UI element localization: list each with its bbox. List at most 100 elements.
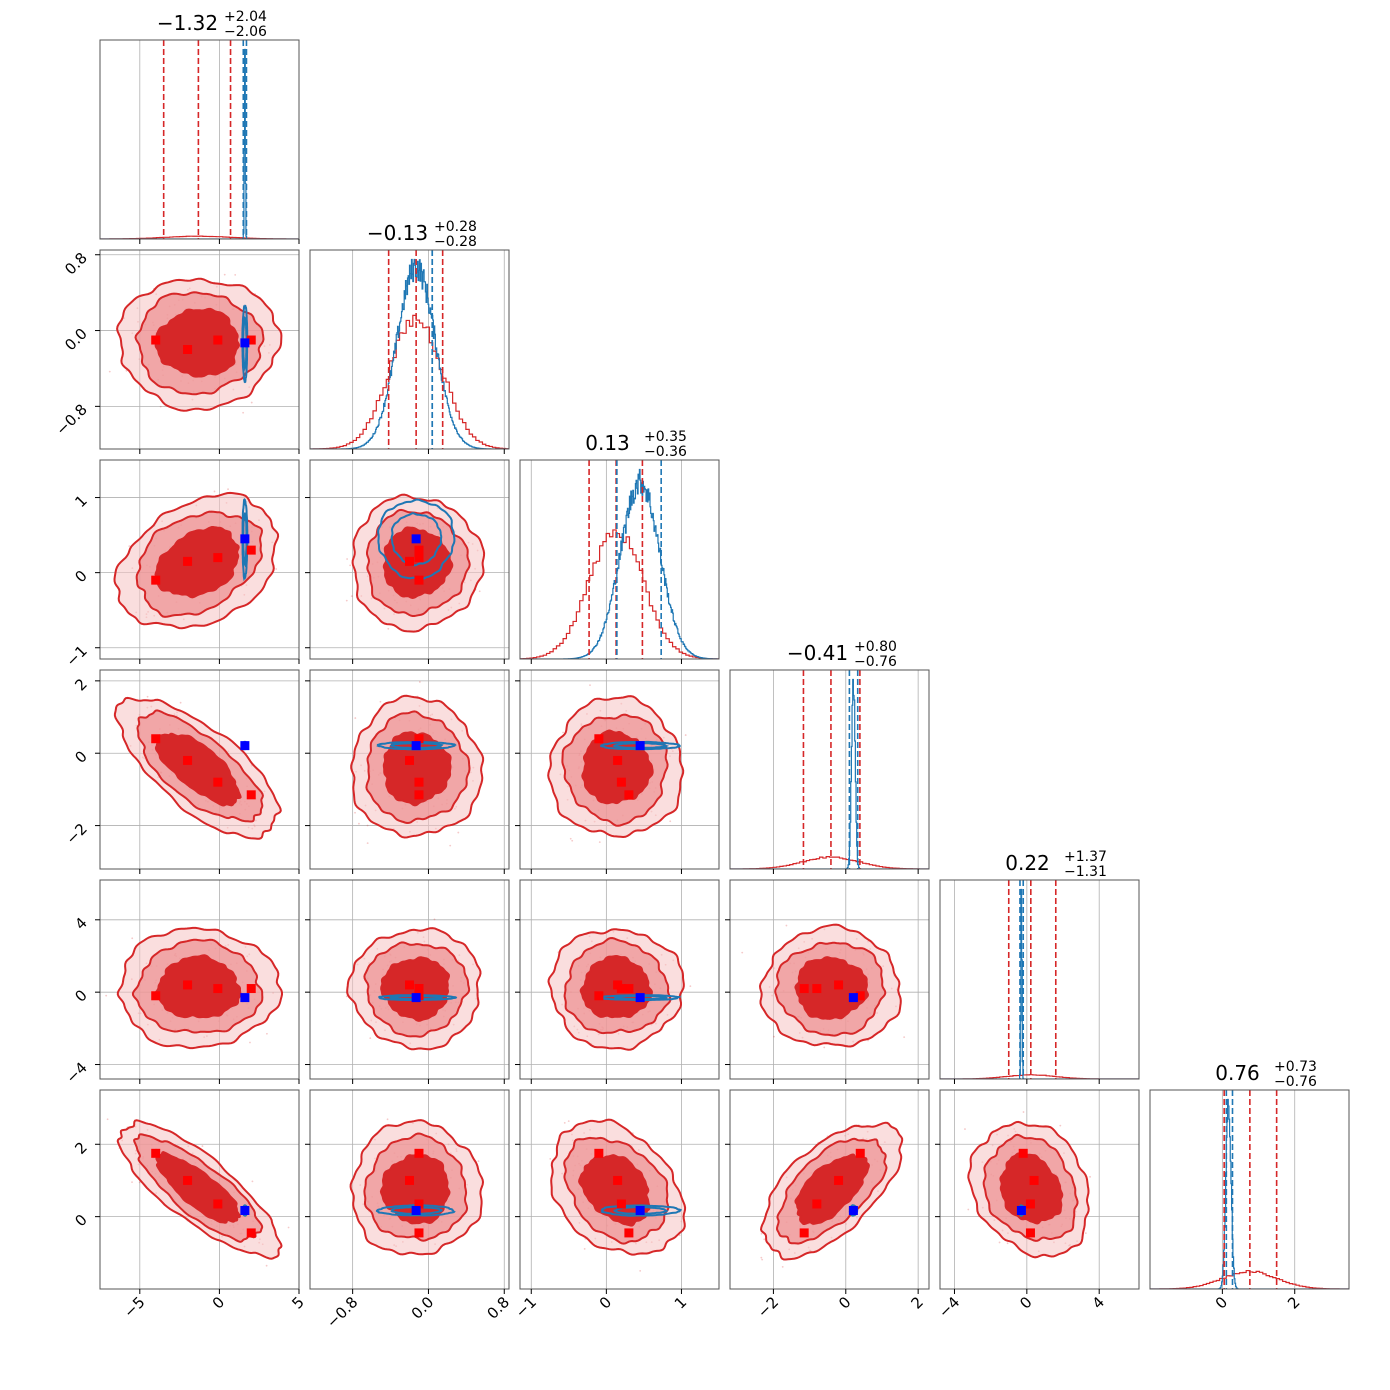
contour-blue [600,1204,682,1217]
histogram-blue [730,678,929,869]
pair-panel-4-3 [725,879,930,1084]
panel-frame [729,669,930,870]
sample-point [131,1181,133,1184]
tick-label-x: 4 [1089,1293,1108,1312]
panel-title-minus: −1.31 [1064,864,1107,880]
panel-title-plus: +2.04 [224,9,267,25]
marker-red [1025,1199,1035,1209]
panel-title-plus: +0.73 [1274,1059,1317,1075]
panel-title: −1.32 [157,11,218,35]
contour-red [382,526,454,600]
marginal-panel-2: 0.13 +0.35−0.36 [519,429,720,664]
sample-point [234,273,237,276]
marginal-panel-3: −0.41 +0.80−0.76 [729,639,930,874]
marginal-panel-4: 0.22 +1.37−1.31 [939,849,1140,1084]
marker-blue [240,534,250,544]
marker-red [834,980,844,990]
panel-body [310,250,509,449]
panel-title-minus: −0.76 [1274,1074,1317,1090]
marker-red [594,1148,604,1158]
marker-blue [240,741,250,751]
sample-point [571,839,574,842]
marker-red [414,553,424,563]
panel-frame [519,459,720,660]
sample-point [159,405,162,408]
sample-point [354,717,357,719]
panel-frame [1149,1089,1350,1290]
pair-panel-4-0: −4 0 4 [62,879,300,1087]
contour-blue [378,994,458,1001]
marker-red [183,556,193,566]
tick-label-y: 2 [71,675,90,694]
panel-body [730,1090,929,1289]
sample-point [266,1032,268,1035]
marker-red [594,991,604,1001]
sample-point [1089,1175,1091,1178]
pair-panel-4-1 [305,879,510,1084]
marker-red [213,1199,223,1209]
panel-body [310,460,509,659]
tick-label-x: 2 [1284,1293,1303,1312]
sample-point [275,568,278,570]
pair-panel-2-1 [305,459,510,664]
histogram-blue [310,258,509,449]
marker-red [151,991,161,1001]
sample-point [598,841,601,843]
marker-blue [848,1205,858,1215]
sample-point [823,1046,826,1049]
panel-body [1150,1090,1349,1289]
panel-frame [309,249,510,450]
marker-red [799,1228,809,1238]
marker-red [624,984,634,994]
tick-label-y: −0.8 [52,400,90,438]
marker-red [183,345,193,354]
panel-body [520,460,719,659]
sample-point [345,599,348,602]
panel-frame [99,1089,300,1290]
histogram-red [730,856,929,869]
marker-red [799,984,809,994]
contour-red [999,1152,1064,1225]
sample-point [478,590,481,593]
panel-body [730,880,929,1079]
sample-point [967,1208,970,1211]
panel-body [520,880,719,1079]
sample-point [567,1120,570,1123]
marker-red [213,777,223,787]
panel-body [940,1090,1139,1289]
tick-label-x: 0 [1212,1293,1231,1312]
tick-label-x: −5 [120,1293,148,1321]
contour-blue [390,1206,443,1215]
sample-point [998,1241,1001,1244]
histogram-red [310,314,509,449]
tick-label-y: 2 [71,1138,90,1157]
sample-point [1084,1232,1087,1235]
pair-panel-3-2 [515,669,720,874]
panel-title-plus: +0.28 [434,219,477,235]
sample-point [350,595,353,598]
contour-red [154,954,242,1019]
pair-panel-2-0: −1 0 1 [62,459,300,670]
marker-red [414,984,424,994]
panel-frame [99,249,300,450]
panel-frame [939,1089,1140,1290]
sample-point [741,951,744,954]
tick-label-y: 0.8 [61,249,91,279]
sample-point [386,1118,389,1121]
contour-blue [613,1206,669,1215]
panel-frame [99,39,300,240]
tick-label-y: −4 [62,1059,90,1087]
marker-red [213,984,223,994]
marker-red [616,777,626,787]
marker-red [246,545,256,555]
marker-red [183,980,193,990]
sample-point [549,1157,552,1160]
marker-red [246,335,256,345]
sample-point [106,1118,109,1121]
pair-panel-1-0: −0.8 0.0 0.8 [52,249,300,454]
pair-panel-4-2 [515,879,720,1084]
pair-panel-5-0: −5 0 5 0 2 [71,1089,308,1321]
pair-panel-5-3: −2 0 2 [725,1089,930,1321]
marginal-panel-1: −0.13 +0.28−0.28 [309,219,510,454]
marker-red [624,790,634,800]
